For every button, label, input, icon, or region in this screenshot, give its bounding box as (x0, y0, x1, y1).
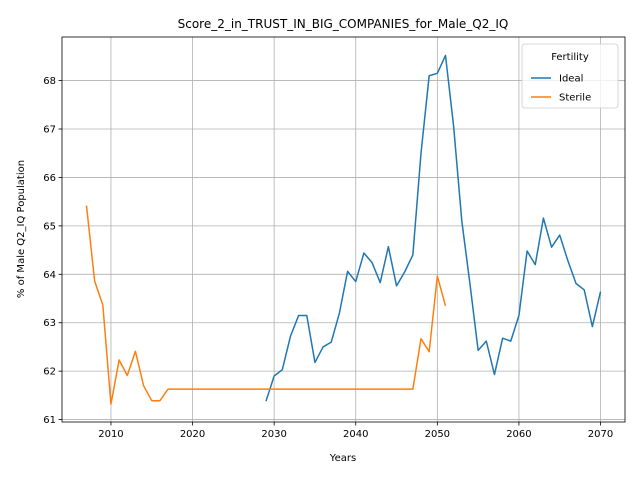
series-layer (85, 54, 602, 405)
legend-title: Fertility (551, 52, 589, 63)
y-tick-label: 65 (43, 221, 56, 232)
x-tick-label: 2060 (506, 429, 531, 440)
x-tick-label: 2050 (425, 429, 450, 440)
legend-box (521, 43, 619, 109)
x-tick-label: 2030 (261, 429, 286, 440)
y-tick-label: 62 (43, 367, 56, 378)
legend-label-ideal: Ideal (559, 74, 583, 85)
chart-title: Score_2_in_TRUST_IN_BIG_COMPANIES_for_Ma… (178, 17, 509, 31)
x-tick-label: 2020 (180, 429, 205, 440)
x-tick-label: 2070 (588, 429, 613, 440)
y-tick-label: 61 (43, 415, 56, 426)
legend-label-sterile: Sterile (559, 93, 591, 104)
y-tick-label: 67 (43, 125, 56, 136)
y-axis-label: % of Male Q2_IQ Population (16, 160, 27, 298)
y-tick-label: 66 (43, 173, 56, 184)
series-line-sterile (85, 205, 447, 405)
legend: Fertility Ideal Sterile (521, 43, 619, 109)
x-tick-label: 2040 (343, 429, 368, 440)
plot-frame (61, 36, 626, 423)
x-tick-label: 2010 (98, 429, 123, 440)
series-line-ideal (265, 54, 602, 402)
y-tick-label: 68 (43, 76, 56, 87)
y-tick-label: 63 (43, 318, 56, 329)
y-tick-label: 64 (43, 270, 56, 281)
grid (62, 37, 625, 422)
x-axis-label: Years (329, 453, 356, 464)
axis-ticks: 2010 2020 2030 2040 2050 2060 2070 61 62 63 64 65 66… (43, 76, 613, 440)
